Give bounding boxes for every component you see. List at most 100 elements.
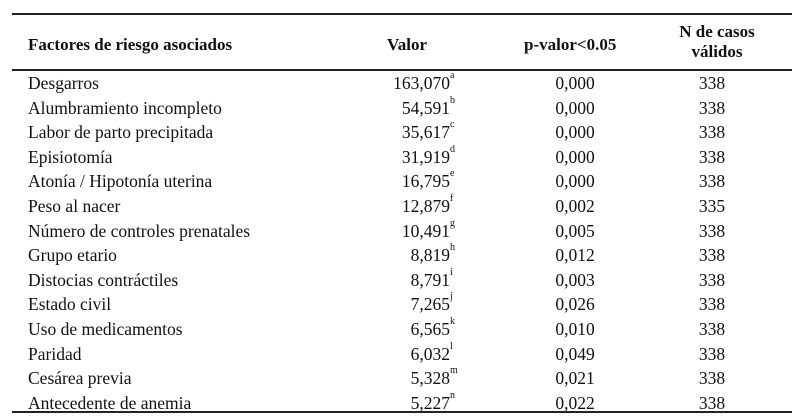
valor-value: 31,919 xyxy=(401,146,450,167)
valor-value: 10,491 xyxy=(401,220,450,241)
header-valor: Valor xyxy=(387,35,427,54)
p-valor-cell: 0,000 xyxy=(555,97,595,118)
table-row: Distocias contráctiles 8,791 i 0,003 338 xyxy=(12,267,792,293)
p-valor-cell: 0,000 xyxy=(555,122,595,143)
header-n-casos: N de casos válidos xyxy=(679,22,755,61)
factor-cell: Uso de medicamentos xyxy=(28,319,183,339)
table-row: Paridad 6,032 l 0,049 338 xyxy=(12,341,792,367)
p-valor-cell: 0,021 xyxy=(555,368,595,389)
table-row: Peso al nacer 12,879 f 0,002 335 xyxy=(12,193,792,219)
n-casos-cell: 338 xyxy=(698,97,726,118)
valor-footnote-mark: a xyxy=(450,70,455,81)
valor-value: 12,879 xyxy=(401,196,450,216)
valor-footnote-mark: c xyxy=(450,119,455,131)
valor-footnote-mark: k xyxy=(450,316,455,327)
p-valor-cell: 0,002 xyxy=(555,196,595,216)
n-casos-cell: 338 xyxy=(698,245,726,266)
valor-value: 6,032 xyxy=(410,343,450,364)
valor-footnote-mark: j xyxy=(450,291,453,303)
valor-cell: 12,879 f xyxy=(401,193,453,219)
factor-cell: Alumbramiento incompleto xyxy=(28,97,222,118)
valor-value: 163,070 xyxy=(393,73,450,93)
valor-value: 5,227 xyxy=(410,392,450,413)
p-valor-cell: 0,005 xyxy=(555,220,595,241)
header-factores: Factores de riesgo asociados xyxy=(28,35,233,54)
valor-cell: 5,227 n xyxy=(410,390,455,416)
valor-cell: 7,265 j xyxy=(410,291,453,317)
factor-cell: Paridad xyxy=(28,343,82,364)
factor-cell: Grupo etario xyxy=(28,245,117,266)
n-casos-cell: 335 xyxy=(698,196,726,216)
factor-cell: Distocias contráctiles xyxy=(28,269,179,290)
p-valor-cell: 0,003 xyxy=(555,269,595,290)
valor-cell: 5,328 m xyxy=(410,365,458,391)
p-valor-cell: 0,049 xyxy=(555,343,595,364)
valor-footnote-mark: e xyxy=(450,168,455,180)
n-casos-cell: 338 xyxy=(698,392,726,413)
p-valor-cell: 0,000 xyxy=(555,171,595,192)
table-row: Alumbramiento incompleto 54,591 b 0,000 3… xyxy=(12,95,792,121)
p-valor-cell: 0,000 xyxy=(555,146,595,167)
valor-value: 8,819 xyxy=(410,245,450,266)
n-casos-cell: 338 xyxy=(698,319,726,339)
valor-footnote-mark: f xyxy=(450,193,454,204)
table-row: Número de controles prenatales 10,491 g 0… xyxy=(12,218,792,244)
table-row: Cesárea previa 5,328 m 0,021 338 xyxy=(12,365,792,391)
valor-cell: 163,070 a xyxy=(393,70,454,96)
valor-cell: 8,791 i xyxy=(410,267,453,293)
factor-cell: Atonía / Hipotonía uterina xyxy=(28,171,213,192)
valor-footnote-mark: b xyxy=(450,94,455,106)
valor-footnote-mark: i xyxy=(450,266,453,278)
factor-cell: Cesárea previa xyxy=(28,368,132,389)
header-p-valor: p-valor<0.05 xyxy=(524,35,617,54)
factor-cell: Estado civil xyxy=(28,294,112,315)
factor-cell: Labor de parto precipitada xyxy=(28,122,214,143)
valor-footnote-mark: g xyxy=(450,217,455,229)
p-valor-cell: 0,026 xyxy=(555,294,595,315)
table-row: Uso de medicamentos 6,565 k 0,010 338 xyxy=(12,316,792,342)
valor-footnote-mark: d xyxy=(450,143,455,155)
header-rule xyxy=(12,69,792,71)
valor-cell: 54,591 b xyxy=(401,95,455,121)
factor-cell: Número de controles prenatales xyxy=(28,220,251,241)
top-rule xyxy=(12,13,792,15)
table-row: Estado civil 7,265 j 0,026 338 xyxy=(12,291,792,317)
table-row: Atonía / Hipotonía uterina 16,795 e 0,000… xyxy=(12,168,792,194)
table-row: Desgarros 163,070 a 0,000 338 xyxy=(12,70,792,96)
n-casos-cell: 338 xyxy=(698,368,726,389)
valor-cell: 31,919 d xyxy=(401,144,455,170)
valor-footnote-mark: l xyxy=(450,340,453,352)
valor-footnote-mark: h xyxy=(450,242,455,254)
table-row: Episiotomía 31,919 d 0,000 338 xyxy=(12,144,792,170)
n-casos-cell: 338 xyxy=(698,294,726,315)
valor-value: 5,328 xyxy=(410,368,450,389)
factor-cell: Desgarros xyxy=(28,73,99,93)
valor-cell: 6,565 k xyxy=(411,316,455,342)
valor-value: 8,791 xyxy=(410,269,450,290)
valor-cell: 16,795 e xyxy=(402,168,455,194)
n-casos-cell: 338 xyxy=(698,73,726,93)
table-row: Antecedente de anemia 5,227 n 0,022 338 xyxy=(12,390,792,416)
n-casos-cell: 338 xyxy=(698,146,726,167)
n-casos-cell: 338 xyxy=(698,122,726,143)
valor-cell: 35,617 c xyxy=(401,119,455,145)
p-valor-cell: 0,012 xyxy=(555,245,595,266)
table-header: Factores de riesgo asociados Valor p-val… xyxy=(12,22,792,68)
n-casos-cell: 338 xyxy=(698,343,726,364)
n-casos-cell: 338 xyxy=(698,269,726,290)
valor-value: 35,617 xyxy=(401,122,450,143)
valor-value: 54,591 xyxy=(401,97,450,118)
table-row: Labor de parto precipitada 35,617 c 0,000… xyxy=(12,119,792,145)
p-valor-cell: 0,010 xyxy=(555,319,595,339)
n-casos-cell: 338 xyxy=(698,220,726,241)
table-row: Grupo etario 8,819 h 0,012 338 xyxy=(12,242,792,268)
bottom-rule xyxy=(12,411,792,413)
factor-cell: Peso al nacer xyxy=(28,196,121,216)
factor-cell: Antecedente de anemia xyxy=(28,392,192,413)
factor-cell: Episiotomía xyxy=(28,146,113,167)
valor-cell: 10,491 g xyxy=(401,218,455,244)
valor-cell: 8,819 h xyxy=(410,242,455,268)
valor-value: 7,265 xyxy=(410,294,450,315)
p-valor-cell: 0,000 xyxy=(555,73,595,93)
n-casos-cell: 338 xyxy=(698,171,726,192)
